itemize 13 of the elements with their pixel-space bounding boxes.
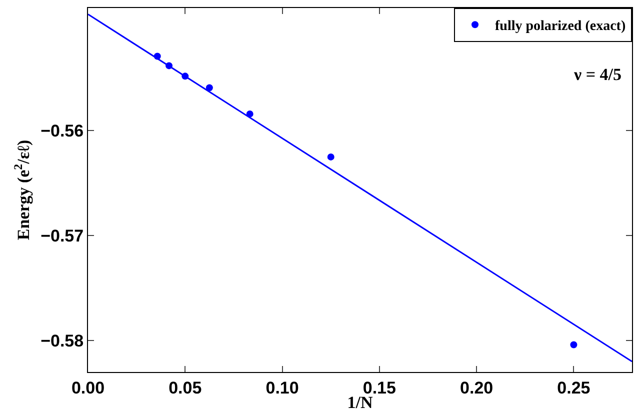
point [206,84,213,92]
x-tick-label: 0.10 [266,378,299,398]
y-tick-label: −0.58 [40,331,84,350]
x-tick-label: 0.05 [168,378,202,398]
x-tick-label: 0.20 [460,378,494,398]
annotation: ν = 4/5 [573,65,622,84]
x-tick-label: 0.00 [71,378,105,398]
point [570,341,578,348]
y-tick-label: −0.56 [40,122,84,141]
point [327,153,334,160]
y-tick-label: −0.57 [40,226,84,246]
legend-label: fully polarized (exact) [495,19,626,34]
x-tick-label: 0.25 [557,378,590,398]
